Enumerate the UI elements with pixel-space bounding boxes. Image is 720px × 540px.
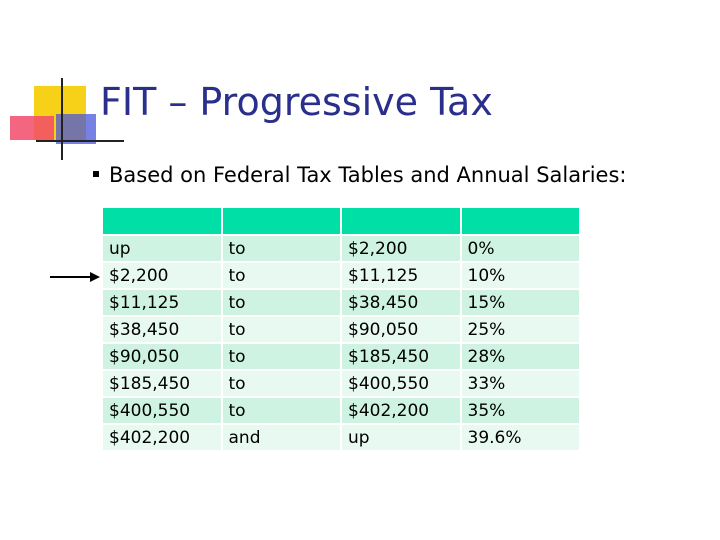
table-cell: and <box>222 425 340 450</box>
table-cell: 35% <box>461 398 579 423</box>
header-cell <box>222 208 340 234</box>
table-cell: $90,050 <box>103 344 221 369</box>
table-cell: $38,450 <box>342 290 460 315</box>
table-row: $90,050 to $185,450 28% <box>103 344 579 369</box>
table-row: $38,450 to $90,050 25% <box>103 317 579 342</box>
table-header-row <box>103 208 579 234</box>
table-cell: to <box>222 344 340 369</box>
table-row: $402,200 and up 39.6% <box>103 425 579 450</box>
table-cell: $90,050 <box>342 317 460 342</box>
table-cell: $2,200 <box>103 263 221 288</box>
table-cell: 39.6% <box>461 425 579 450</box>
table-cell: to <box>222 317 340 342</box>
table-cell: to <box>222 398 340 423</box>
table-cell: up <box>342 425 460 450</box>
tax-table: up to $2,200 0% $2,200 to $11,125 10% $1… <box>101 206 581 452</box>
table-cell: 10% <box>461 263 579 288</box>
table-row: $185,450 to $400,550 33% <box>103 371 579 396</box>
table-cell: $2,200 <box>342 236 460 261</box>
table-cell: 28% <box>461 344 579 369</box>
decor-vertical-line <box>61 78 63 160</box>
table-cell: $400,550 <box>342 371 460 396</box>
square-bullet-icon <box>93 171 99 177</box>
header-cell <box>461 208 579 234</box>
table-row: up to $2,200 0% <box>103 236 579 261</box>
table-cell: $402,200 <box>103 425 221 450</box>
table-cell: 15% <box>461 290 579 315</box>
table-cell: $185,450 <box>342 344 460 369</box>
table-cell: to <box>222 263 340 288</box>
table-cell: $402,200 <box>342 398 460 423</box>
slide-title: FIT – Progressive Tax <box>100 80 493 124</box>
table-row: $400,550 to $402,200 35% <box>103 398 579 423</box>
table-cell: to <box>222 371 340 396</box>
right-arrow-icon <box>50 272 100 282</box>
table-cell: $11,125 <box>342 263 460 288</box>
header-cell <box>342 208 460 234</box>
table-cell: 33% <box>461 371 579 396</box>
table-cell: up <box>103 236 221 261</box>
table-cell: 25% <box>461 317 579 342</box>
table-cell: $11,125 <box>103 290 221 315</box>
table-cell: to <box>222 236 340 261</box>
bullet-item: Based on Federal Tax Tables and Annual S… <box>93 163 627 187</box>
table-cell: $185,450 <box>103 371 221 396</box>
header-cell <box>103 208 221 234</box>
table-row: $11,125 to $38,450 15% <box>103 290 579 315</box>
table-row: $2,200 to $11,125 10% <box>103 263 579 288</box>
decor-red-square <box>10 116 54 140</box>
table-cell: $38,450 <box>103 317 221 342</box>
table-cell: to <box>222 290 340 315</box>
table-cell: 0% <box>461 236 579 261</box>
bullet-text: Based on Federal Tax Tables and Annual S… <box>109 163 627 187</box>
decor-horizontal-line <box>36 140 124 142</box>
table-cell: $400,550 <box>103 398 221 423</box>
